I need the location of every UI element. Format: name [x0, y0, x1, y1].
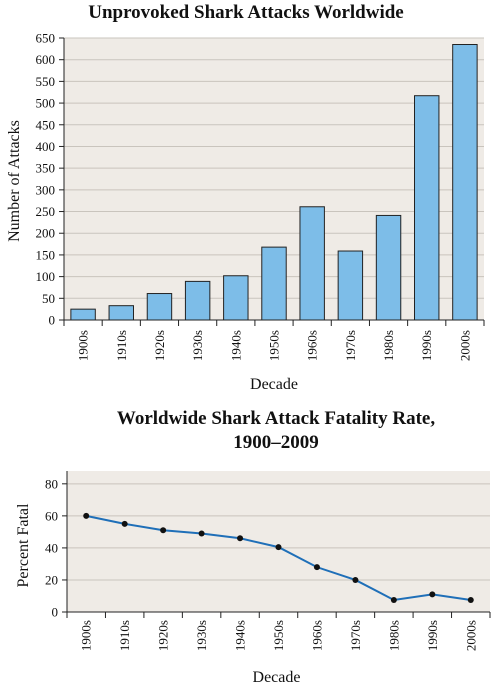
chart1-y-tick-label: 250 [36, 204, 56, 219]
chart1-bar [146, 293, 173, 321]
chart2-y-tick-label: 20 [45, 572, 58, 587]
chart1-bar [70, 308, 96, 321]
chart1-y-tick-label: 50 [42, 291, 55, 306]
chart1-y-tick-label: 600 [36, 52, 56, 67]
chart2-data-point [313, 564, 320, 571]
chart1-y-tick-label: 150 [36, 247, 56, 262]
chart1-y-tick-label: 350 [36, 161, 56, 176]
chart2-x-tick-label: 1930s [194, 620, 209, 651]
chart2-data-point [352, 576, 359, 583]
chart1-x-tick-label: 1960s [305, 330, 320, 361]
chart1-bar [223, 275, 249, 321]
chart1-y-tick-label: 500 [36, 96, 56, 111]
chart1-bar [452, 44, 478, 321]
chart1-x-tick-label: 1920s [152, 330, 167, 361]
chart2-x-tick-label: 1970s [348, 620, 363, 651]
chart2-x-tick-label: 1940s [233, 620, 248, 651]
chart2-x-tick-label: 1950s [271, 620, 286, 651]
chart2-x-tick-label: 1980s [386, 620, 401, 651]
chart1-x-axis-title: Decade [250, 376, 298, 393]
chart1-bar [337, 250, 364, 321]
chart1-y-tick-label: 300 [36, 182, 56, 197]
chart2-plot-area [67, 471, 490, 612]
chart2-y-tick-label: 60 [45, 508, 58, 523]
chart2-data-point [160, 527, 167, 534]
chart2-x-tick-label: 1900s [79, 620, 94, 651]
chart1-x-tick-label: 1930s [190, 330, 205, 361]
chart1-x-tick-label: 1990s [419, 330, 434, 361]
chart2-y-tick-label: 80 [45, 476, 58, 491]
chart2-x-tick-label: 2000s [463, 620, 478, 651]
chart2-data-point [237, 535, 244, 542]
chart2-data-point [83, 512, 90, 519]
chart1-y-tick-label: 650 [36, 31, 56, 46]
chart1-bar [261, 246, 287, 321]
chart2-data-point [390, 596, 397, 603]
chart2-data-point [429, 591, 436, 598]
chart2-title: Worldwide Shark Attack Fatality Rate, [116, 408, 436, 429]
chart1-y-axis-title: Number of Attacks [6, 120, 23, 242]
chart2-x-tick-label: 1910s [117, 620, 132, 651]
chart1-y-tick-label: 0 [49, 313, 56, 328]
chart2-x-tick-label: 1920s [156, 620, 171, 651]
chart1-x-tick-label: 1910s [114, 330, 129, 361]
chart1-y-tick-label: 450 [36, 117, 56, 132]
chart2-data-point [467, 596, 474, 603]
chart1-x-tick-label: 2000s [457, 330, 472, 361]
chart1-x-tick-label: 1970s [343, 330, 358, 361]
chart2-data-point [121, 520, 128, 527]
chart2-title-line2: 1900–2009 [233, 432, 319, 453]
chart1-y-tick-label: 200 [36, 226, 56, 241]
chart1-bar [184, 280, 211, 321]
chart1-bar [375, 214, 402, 321]
chart1-title: Unprovoked Shark Attacks Worldwide [88, 2, 404, 23]
chart2-y-tick-label: 0 [52, 605, 59, 620]
chart1-y-tick-label: 550 [36, 74, 56, 89]
chart1-y-tick-label: 400 [36, 139, 56, 154]
chart1-x-tick-label: 1940s [228, 330, 243, 361]
chart2-x-axis-title: Decade [253, 669, 301, 686]
chart2-x-tick-label: 1960s [309, 620, 324, 651]
chart1-x-tick-label: 1900s [76, 330, 91, 361]
chart2-data-point [275, 544, 282, 551]
chart2-x-tick-label: 1990s [425, 620, 440, 651]
chart1-x-tick-label: 1950s [267, 330, 282, 361]
chart2-data-point [198, 530, 205, 537]
chart1-y-tick-label: 100 [36, 269, 56, 284]
chart2-y-tick-label: 40 [45, 540, 58, 555]
chart2-y-axis-title: Percent Fatal [15, 503, 32, 588]
chart1-bar [299, 206, 325, 321]
chart1-bar [414, 95, 440, 321]
chart1-x-tick-label: 1980s [381, 330, 396, 361]
chart1-bar [108, 305, 134, 321]
